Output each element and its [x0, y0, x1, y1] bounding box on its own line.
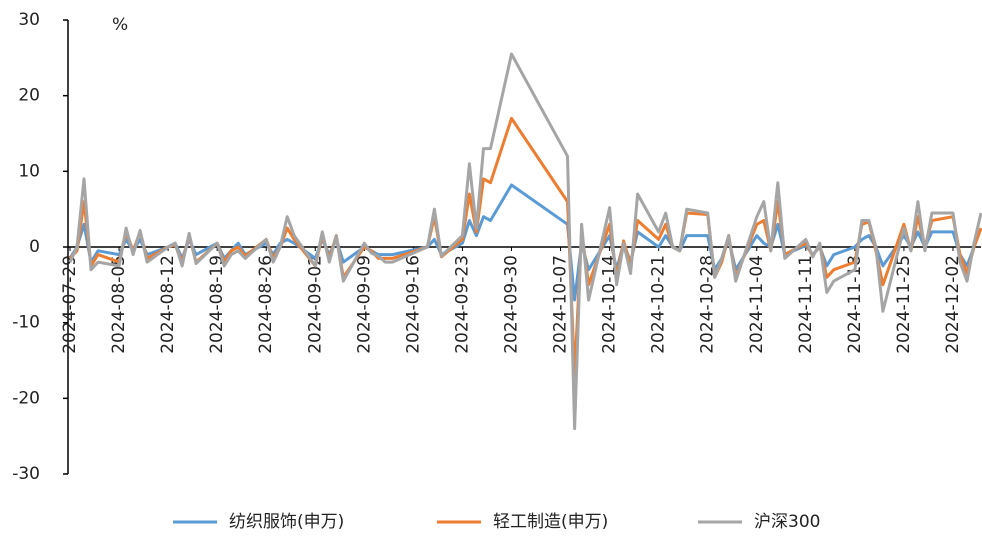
- x-tick-label: 2024-10-14: [600, 255, 620, 354]
- x-tick-label: 2024-11-11: [796, 255, 816, 354]
- x-tick-label: 2024-12-02: [943, 255, 963, 354]
- legend-label: 纺织服饰(申万): [229, 512, 344, 532]
- x-tick-label: 2024-09-02: [305, 255, 325, 354]
- y-tick-label: -20: [12, 388, 40, 408]
- x-tick-label: 2024-08-19: [207, 255, 227, 354]
- x-tick-label: 2024-09-30: [501, 255, 521, 354]
- x-tick-label: 2024-10-07: [551, 255, 571, 354]
- x-tick-label: 2024-08-05: [109, 255, 129, 354]
- x-tick-label: 2024-08-12: [158, 255, 178, 354]
- y-tick-label: 30: [18, 10, 40, 30]
- x-tick-label: 2024-07-29: [60, 255, 80, 354]
- x-tick-label: 2024-10-28: [698, 255, 718, 354]
- y-tick-label: -30: [12, 464, 40, 484]
- y-tick-label: -10: [12, 313, 40, 333]
- legend-label: 沪深300: [754, 512, 820, 532]
- series-line: [68, 183, 982, 302]
- legend-label: 轻工制造(申万): [493, 512, 608, 532]
- x-tick-label: 2024-08-26: [256, 255, 276, 354]
- y-tick-label: 20: [18, 86, 40, 106]
- x-tick-label: 2024-10-21: [649, 255, 669, 354]
- x-tick-label: 2024-09-16: [403, 255, 423, 354]
- y-tick-label: 0: [29, 237, 40, 257]
- x-tick-label: 2024-09-09: [354, 255, 374, 354]
- unit-label: %: [112, 15, 128, 35]
- x-tick-label: 2024-11-25: [894, 255, 914, 354]
- x-tick-label: 2024-11-04: [747, 255, 767, 354]
- x-tick-label: 2024-11-18: [845, 255, 865, 354]
- series-line: [68, 52, 982, 431]
- x-tick-label: 2024-09-23: [452, 255, 472, 354]
- y-tick-label: 10: [18, 161, 40, 181]
